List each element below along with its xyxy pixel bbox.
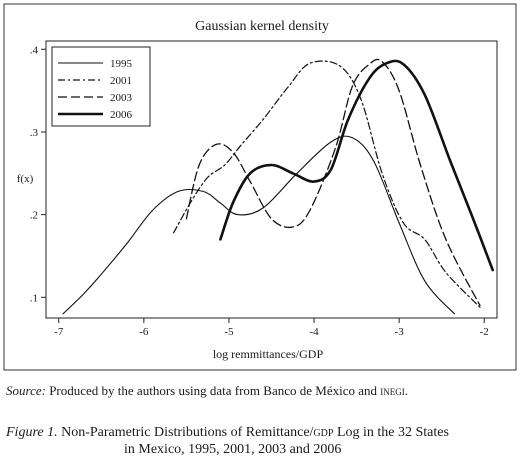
y-tick-label: .3 <box>30 127 39 139</box>
series-line-2001 <box>173 60 481 308</box>
source-end: . <box>404 383 409 398</box>
source-text: Produced by the authors using data from … <box>45 383 381 398</box>
legend-label-2006: 2006 <box>110 109 133 121</box>
x-axis-label: log remmittances/GDP <box>213 347 324 361</box>
x-tick-label: -2 <box>480 326 489 338</box>
x-tick-label: -3 <box>395 326 405 338</box>
x-axis-ticks: -7 -6 -5 -4 -3 -2 <box>54 318 489 338</box>
figure-text-line2: in Mexico, 1995, 2001, 2003 and 2006 <box>124 442 342 457</box>
figure-label: Figure 1. <box>6 425 58 440</box>
series-line-1995 <box>62 135 456 315</box>
series-layer <box>62 58 494 315</box>
source-note: Source: Produced by the authors using da… <box>6 383 408 399</box>
figure-caption: Figure 1. Non-Parametric Distributions o… <box>6 424 449 458</box>
legend-label-2001: 2001 <box>110 75 132 87</box>
x-tick-label: -6 <box>139 326 149 338</box>
figure-text-cont: Log in the 32 States <box>333 425 449 440</box>
plot-area <box>45 40 498 319</box>
x-tick-label: -7 <box>54 326 64 338</box>
figure-text: Non-Parametric Distributions of Remittan… <box>57 425 314 440</box>
chart-title: Gaussian kernel density <box>195 19 329 34</box>
x-tick-label: -5 <box>224 326 234 338</box>
legend-label-1995: 1995 <box>110 58 133 70</box>
source-label: Source: <box>6 383 46 398</box>
legend-label-2003: 2003 <box>110 92 133 104</box>
chart-frame <box>3 3 517 371</box>
legend: 1995 2001 2003 2006 <box>51 46 151 127</box>
series-line-2006 <box>219 59 494 272</box>
y-tick-label: .1 <box>30 292 38 304</box>
y-tick-label: .2 <box>30 210 38 222</box>
series-line-2003 <box>185 58 481 307</box>
source-agency: inegi <box>380 383 405 398</box>
x-tick-label: -4 <box>309 326 319 338</box>
kernel-density-chart: Gaussian kernel density -7 -6 -5 -4 -3 -2 .1.… <box>3 3 517 371</box>
y-tick-label: .4 <box>30 44 39 56</box>
figure-gdp: gdp <box>313 425 334 440</box>
y-axis-ticks: .1 .2 .3 .4 <box>30 44 46 304</box>
y-axis-label: f(x) <box>17 173 34 185</box>
